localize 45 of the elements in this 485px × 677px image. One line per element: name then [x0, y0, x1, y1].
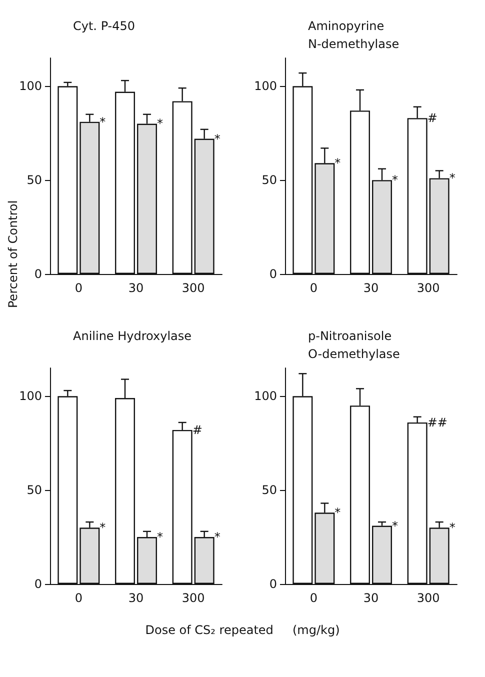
data-label: * — [392, 518, 398, 533]
x-tick-label: 0 — [74, 591, 82, 605]
x-tick-label: 0 — [310, 281, 318, 295]
x-tick-label: 30 — [128, 591, 144, 605]
x-tick-label: 300 — [182, 591, 205, 605]
chart-title: Aniline Hydroxylase — [73, 329, 192, 343]
chart-title: Aminopyrine N-demethylase — [308, 19, 400, 51]
y-tick-label: 100 — [254, 389, 277, 404]
y-axis-title: Percent of Control — [6, 200, 20, 308]
data-label: * — [449, 520, 456, 535]
y-tick-label: 100 — [19, 79, 42, 94]
data-label: * — [100, 114, 106, 129]
y-tick-label: 0 — [34, 577, 42, 591]
data-label: # — [192, 422, 202, 437]
chart-title: p-Nitroanisole O-demethylase — [308, 329, 400, 361]
data-label: ## — [427, 415, 448, 430]
data-label: * — [157, 116, 163, 131]
data-label: * — [100, 520, 106, 535]
x-tick-label: 30 — [128, 281, 144, 295]
y-tick-label: 0 — [269, 577, 277, 591]
y-tick-label: 0 — [269, 267, 277, 281]
data-label: * — [392, 173, 398, 188]
y-tick-label: 0 — [34, 267, 42, 281]
x-tick-label: 300 — [182, 281, 205, 295]
y-tick-label: 100 — [254, 79, 277, 94]
chart-title: Cyt. P-450 — [73, 19, 136, 33]
y-tick-label: 50 — [26, 173, 42, 188]
y-tick-label: 50 — [26, 483, 42, 498]
x-tick-label: 300 — [416, 281, 440, 295]
x-tick-label: 30 — [363, 591, 379, 605]
data-label: # — [427, 111, 438, 126]
data-label: * — [334, 506, 341, 520]
data-label: * — [449, 171, 456, 186]
x-tick-label: 30 — [363, 281, 379, 295]
data-label: * — [157, 530, 163, 544]
x-tick-label: 0 — [310, 591, 318, 605]
data-label: * — [334, 156, 341, 170]
x-tick-label: 300 — [416, 591, 440, 605]
y-tick-label: 100 — [19, 389, 42, 404]
x-axis-title: Dose of CS₂ repeated (mg/kg) — [144, 623, 341, 637]
y-tick-label: 50 — [262, 173, 277, 188]
data-label: * — [214, 132, 220, 146]
x-tick-label: 0 — [74, 281, 82, 295]
y-tick-label: 50 — [262, 483, 277, 498]
data-label: * — [214, 530, 220, 544]
